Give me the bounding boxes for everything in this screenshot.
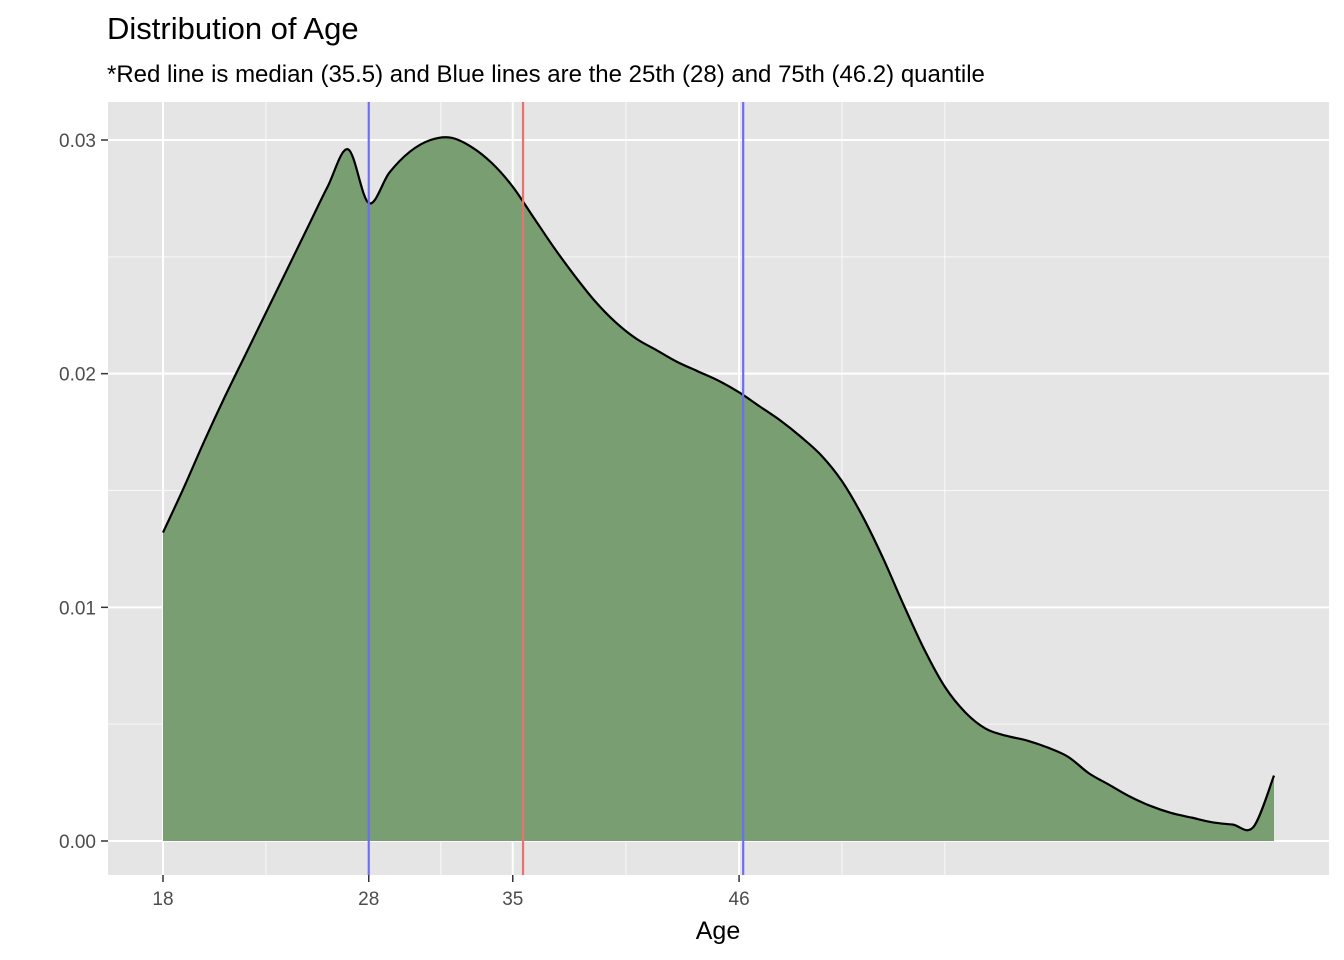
x-tick-label: 35	[502, 889, 523, 910]
x-tick-label: 18	[152, 889, 173, 910]
density-area	[163, 137, 1274, 842]
x-axis-ticks: 18 28 35 46	[152, 875, 750, 910]
chart-title: Distribution of Age	[107, 11, 359, 46]
y-axis-ticks: 0.00 0.01 0.02 0.03	[59, 131, 108, 853]
reference-lines	[367, 102, 745, 875]
y-tick-label: 0.03	[59, 131, 96, 152]
density-outline	[162, 136, 1276, 832]
y-tick-label: 0.00	[59, 832, 96, 853]
x-axis-title: Age	[696, 917, 740, 945]
chart-subtitle: *Red line is median (35.5) and Blue line…	[107, 61, 985, 88]
x-tick-label: 28	[358, 889, 379, 910]
y-tick-label: 0.02	[59, 365, 96, 386]
x-tick-label: 46	[729, 889, 750, 910]
y-tick-label: 0.01	[59, 598, 96, 619]
